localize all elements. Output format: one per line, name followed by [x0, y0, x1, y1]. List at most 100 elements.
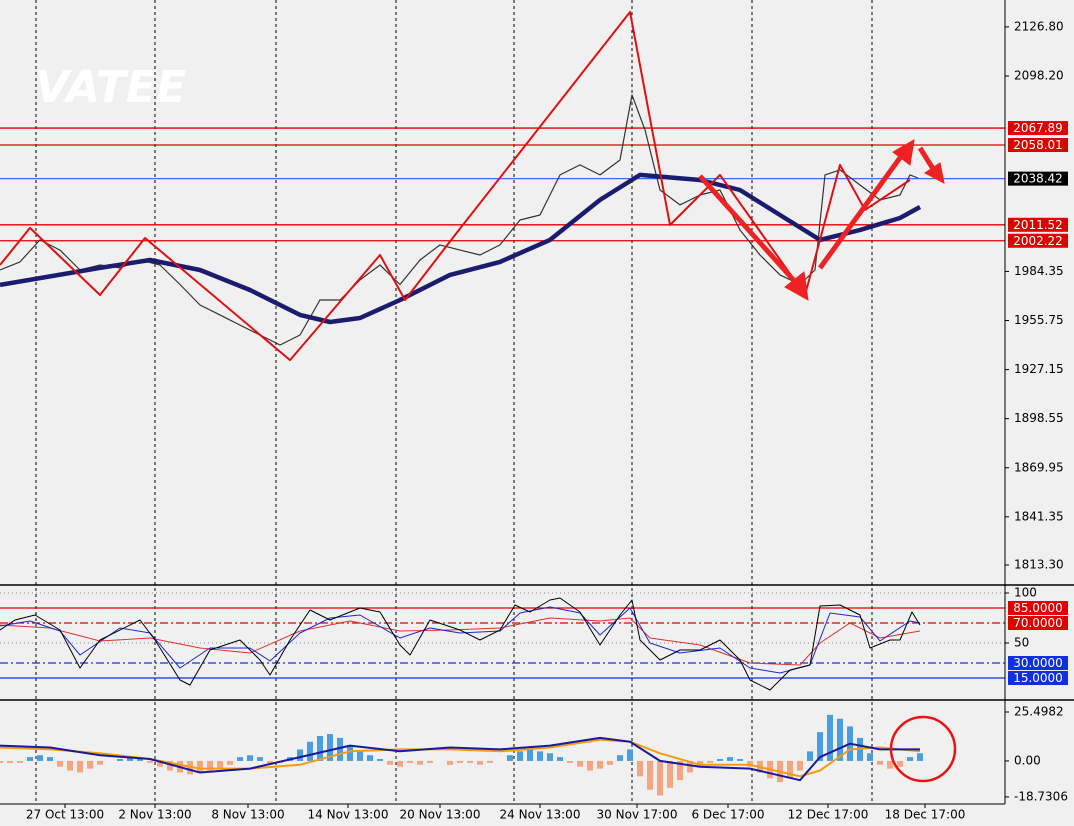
- histogram-bar: [507, 755, 513, 761]
- histogram-bar: [357, 751, 363, 761]
- arrow-down: [698, 174, 800, 287]
- histogram-bar: [877, 760, 883, 765]
- series-line: [0, 597, 921, 691]
- histogram-bar: [907, 757, 913, 761]
- histogram-bar: [7, 760, 13, 763]
- histogram-bar: [807, 751, 813, 761]
- x-tick-label: 12 Dec 17:00: [788, 808, 869, 822]
- histogram-bar: [87, 760, 93, 769]
- histogram-bar: [707, 760, 713, 763]
- x-tick-label: 18 Dec 17:00: [885, 808, 966, 822]
- level-label: 85.0000: [1013, 601, 1063, 615]
- histogram-bar: [817, 732, 823, 761]
- level-label-box: [1008, 171, 1068, 186]
- level-label-box: [1008, 601, 1068, 615]
- arrow-head: [924, 162, 945, 184]
- y-tick-label: 1813.30: [1014, 557, 1064, 571]
- y-tick-label: 1984.35: [1014, 264, 1064, 278]
- histogram-bar: [867, 753, 873, 761]
- histogram-bar: [607, 760, 613, 765]
- histogram-bar: [887, 760, 893, 769]
- histogram-bar: [127, 757, 133, 761]
- histogram-bar: [327, 734, 333, 761]
- level-label: 2011.52: [1013, 218, 1063, 232]
- x-tick-label: 8 Nov 13:00: [211, 808, 284, 822]
- histogram-bar: [727, 757, 733, 761]
- level-label: 2067.89: [1013, 121, 1063, 135]
- y-tick-label: 2098.20: [1014, 69, 1064, 83]
- series-line: [0, 736, 920, 782]
- series-line: [0, 738, 921, 778]
- histogram-bar: [597, 760, 603, 769]
- histogram-bar: [517, 751, 523, 761]
- price-axis: 25.4982 0.00 -18.7306: [1005, 704, 1068, 803]
- histogram-bar: [897, 760, 903, 767]
- histogram-bar: [347, 745, 353, 761]
- histogram-bar: [137, 759, 143, 761]
- histogram-bar: [227, 760, 233, 765]
- histogram-bar: [827, 714, 833, 761]
- histogram-bar: [427, 760, 433, 763]
- histogram-bar: [407, 760, 413, 763]
- histogram-bar: [117, 759, 123, 761]
- histogram-bar: [647, 760, 653, 790]
- y-tick-label: 1869.95: [1014, 460, 1064, 474]
- level-label: 70.0000: [1013, 616, 1063, 630]
- histogram-bar: [67, 760, 73, 771]
- histogram-bar: [477, 760, 483, 765]
- histogram-bar: [367, 755, 373, 761]
- histogram-bar: [677, 760, 683, 781]
- x-tick-label: 2 Nov 13:00: [118, 808, 191, 822]
- x-tick-label: 20 Nov 13:00: [400, 808, 481, 822]
- histogram-bar: [397, 760, 403, 767]
- histogram-bar: [617, 755, 623, 761]
- panel: [0, 592, 1005, 691]
- histogram-bar: [547, 753, 553, 761]
- level-label: 30.0000: [1013, 656, 1063, 670]
- histogram-bar: [77, 760, 83, 773]
- level-label: 2038.42: [1013, 172, 1063, 186]
- histogram-bar: [237, 757, 243, 761]
- y-tick-label: 2126.80: [1014, 19, 1064, 33]
- histogram-bar: [627, 749, 633, 761]
- histogram-bar: [837, 718, 843, 761]
- histogram-bar: [387, 760, 393, 765]
- arrow-up: [817, 153, 905, 270]
- level-label-box: [1008, 616, 1068, 630]
- y-tick-label: 25.4982: [1014, 704, 1064, 718]
- histogram-bar: [317, 735, 323, 761]
- arrow-head: [892, 139, 915, 166]
- histogram-bar: [217, 760, 223, 769]
- histogram-bar: [167, 760, 173, 771]
- histogram-bar: [307, 741, 313, 761]
- histogram-bar: [197, 760, 203, 773]
- x-tick-label: 24 Nov 13:00: [500, 808, 581, 822]
- histogram-bar: [567, 760, 573, 763]
- watermark: VATEE: [35, 62, 186, 113]
- y-tick-label: 0.00: [1014, 753, 1041, 767]
- x-tick-label: 30 Nov 17:00: [597, 808, 678, 822]
- histogram-bar: [47, 757, 53, 761]
- histogram-bar: [147, 760, 153, 763]
- histogram-bar: [257, 757, 263, 761]
- histogram-bar: [247, 755, 253, 761]
- series-line: [0, 617, 921, 666]
- level-label-box: [1008, 217, 1068, 232]
- panel: [0, 714, 923, 796]
- level-label-box: [1008, 233, 1068, 248]
- histogram-bar: [207, 760, 213, 771]
- histogram-bar: [687, 760, 693, 773]
- histogram-bar: [577, 760, 583, 767]
- histogram-bar: [157, 760, 163, 767]
- histogram-bar: [797, 760, 803, 771]
- arrow-head: [784, 271, 809, 301]
- price-axis: 2126.80 2098.20 1984.35 1955.75 1927.15 1898.…: [1005, 19, 1068, 571]
- y-tick-label: 1955.75: [1014, 313, 1064, 327]
- histogram-bar: [657, 760, 663, 796]
- histogram-bar: [457, 760, 463, 763]
- annotation-arrows: [698, 139, 945, 301]
- level-label: 2002.22: [1013, 234, 1063, 248]
- y-tick-label: 1927.15: [1014, 362, 1064, 376]
